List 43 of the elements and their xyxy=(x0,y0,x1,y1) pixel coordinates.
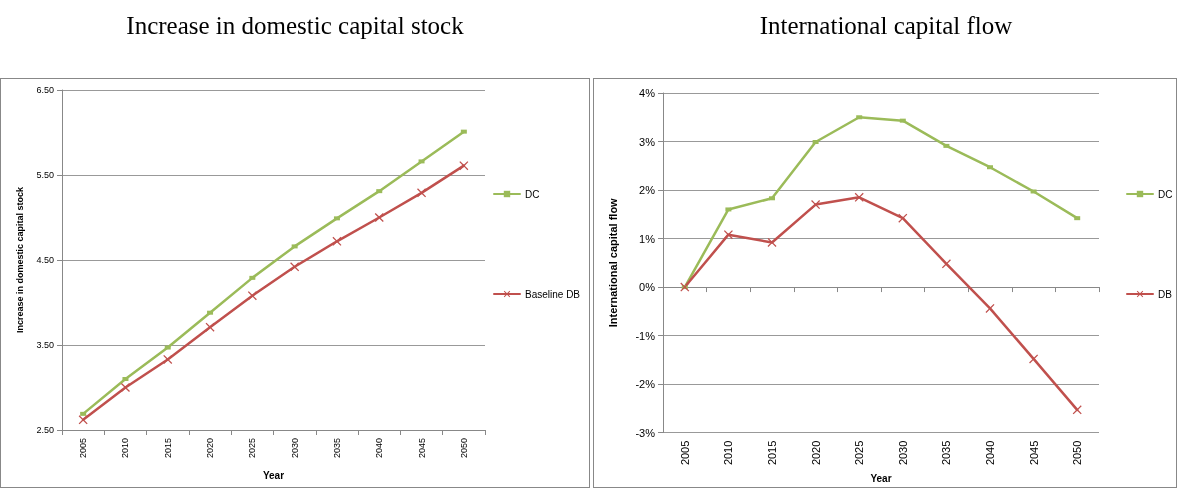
x-tick-label: 2035 xyxy=(331,438,342,459)
x-tick-label: 2040 xyxy=(984,440,996,466)
legend-label: DB xyxy=(1158,288,1173,300)
y-axis-title: Increase in domestic capital stock xyxy=(14,185,25,334)
x-tick-label: 2035 xyxy=(940,440,953,466)
y-tick-label: 4.50 xyxy=(36,255,54,265)
x-tick-label: 2050 xyxy=(1071,440,1084,466)
x-tick-label: 2005 xyxy=(78,438,89,459)
legend-label: DC xyxy=(525,188,540,200)
y-tick-label: 0% xyxy=(639,281,656,294)
x-tick-label: 2015 xyxy=(162,438,173,459)
x-axis-title: Year xyxy=(870,472,892,484)
x-axis-title: Year xyxy=(262,469,285,481)
y-tick-label: -2% xyxy=(635,378,656,391)
x-tick-label: 2045 xyxy=(416,438,427,459)
x-tick-label: 2015 xyxy=(766,440,778,466)
y-tick-label: 1% xyxy=(639,232,656,245)
x-tick-label: 2050 xyxy=(458,438,469,459)
x-tick-label: 2025 xyxy=(247,438,258,459)
x-tick-label: 2040 xyxy=(374,438,385,459)
y-tick-label: 5.50 xyxy=(36,170,54,180)
chart-title: Increase in domestic capital stock xyxy=(126,12,465,39)
y-axis-title: International capital flow xyxy=(606,197,619,328)
legend-label: DC xyxy=(1158,188,1173,200)
x-tick-label: 2010 xyxy=(120,438,131,459)
x-tick-label: 2045 xyxy=(1027,440,1040,466)
x-tick-label: 2010 xyxy=(722,440,735,466)
y-tick-label: 3% xyxy=(639,135,656,148)
x-tick-label: 2030 xyxy=(289,438,300,459)
legend-label: Baseline DB xyxy=(525,288,581,300)
y-tick-label: 6.50 xyxy=(36,85,54,95)
y-tick-label: 3.50 xyxy=(36,340,54,350)
y-tick-label: -1% xyxy=(635,329,656,342)
y-tick-label: 2% xyxy=(639,184,656,197)
x-tick-label: 2025 xyxy=(853,440,866,466)
y-tick-label: 2.50 xyxy=(36,425,54,435)
x-tick-label: 2020 xyxy=(809,440,822,466)
x-tick-label: 2020 xyxy=(205,438,216,459)
y-tick-label: 4% xyxy=(639,87,656,99)
chart-title: International capital flow xyxy=(759,12,1013,39)
x-tick-label: 2005 xyxy=(678,440,691,466)
y-tick-label: -3% xyxy=(635,426,656,439)
x-tick-label: 2030 xyxy=(896,440,909,466)
